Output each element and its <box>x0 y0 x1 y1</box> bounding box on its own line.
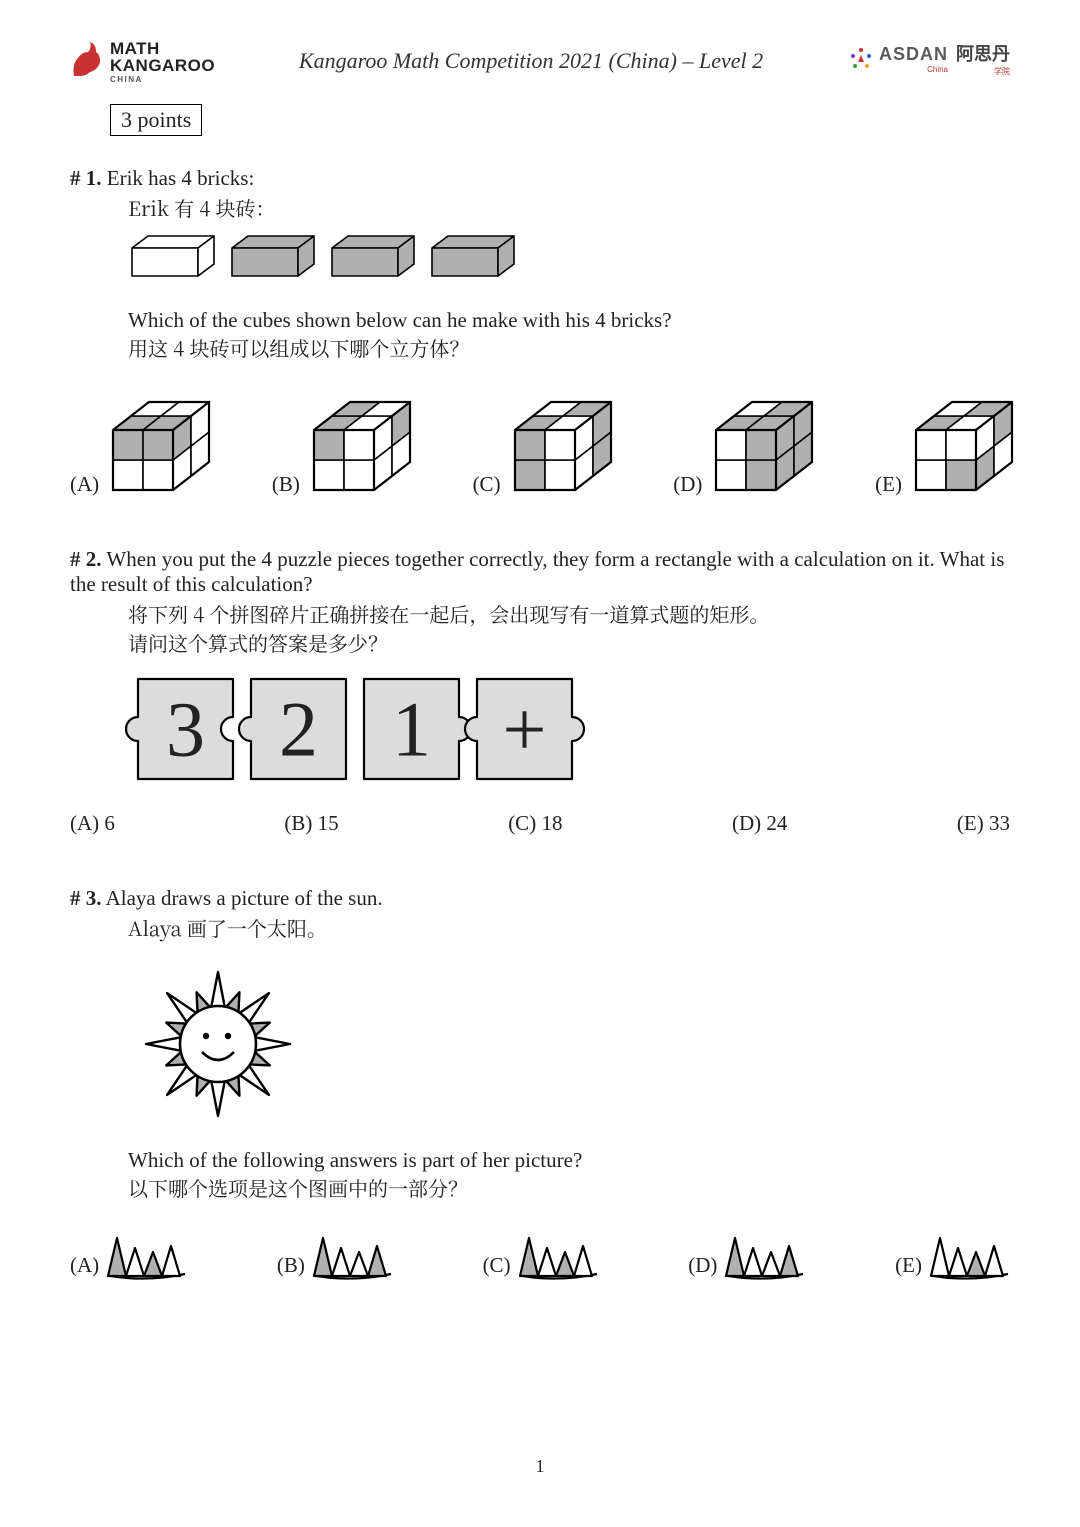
q2-answers: (A) 6 (B) 15 (C) 18 (D) 24 (E) 33 <box>70 811 1010 836</box>
page: MATH KANGAROO CHINA Kangaroo Math Compet… <box>0 0 1080 1527</box>
logo-line1: MATH <box>110 40 215 57</box>
q2-number: 2. <box>86 547 102 571</box>
asdan-text-cn: 阿思丹 <box>956 40 1010 66</box>
q2-ans-c: (C) 18 <box>508 811 562 836</box>
q1-question-en: Which of the cubes shown below can he ma… <box>128 308 1010 333</box>
q2-ans-b: (B) 15 <box>284 811 338 836</box>
section-label: 3 points <box>110 104 202 136</box>
q1-ans-b: (B) <box>272 402 408 497</box>
page-header: MATH KANGAROO CHINA Kangaroo Math Compet… <box>70 40 1010 84</box>
q3-question-en: Which of the following answers is part o… <box>128 1148 1010 1173</box>
svg-text:1: 1 <box>392 686 431 773</box>
asdan-text-en: ASDAN <box>879 44 948 65</box>
q3-ans-d: (D) <box>688 1228 805 1278</box>
asdan-icon <box>847 45 875 73</box>
q2-ans-e: (E) 33 <box>957 811 1010 836</box>
svg-text:2: 2 <box>279 686 318 773</box>
q1-ans-a: (A) <box>70 402 207 497</box>
q1-ans-e: (E) <box>875 402 1010 497</box>
q3-text-en: Alaya draws a picture of the sun. <box>106 886 383 910</box>
page-title: Kangaroo Math Competition 2021 (China) –… <box>215 40 847 74</box>
problem-1: # 1. Erik has 4 bricks: Erik 有 4 块砖： Whi… <box>70 166 1010 497</box>
q2-puzzle-figure: 321 + <box>128 669 1010 789</box>
kangaroo-icon <box>70 40 104 80</box>
hash-mark: # <box>70 886 86 910</box>
logo-sub: CHINA <box>110 76 215 84</box>
q1-bricks-figure <box>128 234 1010 294</box>
q3-ans-a: (A) <box>70 1228 187 1278</box>
q1-text-cn: Erik 有 4 块砖： <box>128 193 1010 222</box>
q2-text-en: When you put the 4 puzzle pieces togethe… <box>70 547 1004 596</box>
asdan-text-sub: China <box>927 65 948 74</box>
q2-ans-a: (A) 6 <box>70 811 115 836</box>
q1-ans-c: (C) <box>473 402 609 497</box>
asdan-logo: ASDAN China 阿思丹 学院 <box>847 40 1010 77</box>
q3-answers: (A) (B) (C) (D) (E) <box>70 1228 1010 1278</box>
math-kangaroo-text: MATH KANGAROO CHINA <box>110 40 215 84</box>
q1-number: 1. <box>86 166 102 190</box>
q3-text-cn: Alaya 画了一个太阳。 <box>128 913 1010 942</box>
hash-mark: # <box>70 547 86 571</box>
q3-number: 3. <box>86 886 102 910</box>
q2-ans-d: (D) 24 <box>732 811 787 836</box>
q2-text-cn2: 请问这个算式的答案是多少？ <box>128 628 1010 657</box>
logo-line2: KANGAROO <box>110 57 215 74</box>
math-kangaroo-logo: MATH KANGAROO CHINA <box>70 40 215 84</box>
asdan-text-cn-sub: 学院 <box>994 66 1010 77</box>
problem-2: # 2. When you put the 4 puzzle pieces to… <box>70 547 1010 836</box>
q3-ans-b: (B) <box>277 1228 393 1278</box>
q3-ans-e: (E) <box>895 1228 1010 1278</box>
q1-question-cn: 用这 4 块砖可以组成以下哪个立方体？ <box>128 333 1010 362</box>
q3-question-cn: 以下哪个选项是这个图画中的一部分？ <box>128 1173 1010 1202</box>
problem-3: # 3. Alaya draws a picture of the sun. A… <box>70 886 1010 1278</box>
page-number: 1 <box>0 1456 1080 1477</box>
hash-mark: # <box>70 166 86 190</box>
q2-text-cn1: 将下列 4 个拼图碎片正确拼接在一起后，会出现写有一道算式题的矩形。 <box>128 599 1010 628</box>
q1-text-en: Erik has 4 bricks: <box>107 166 255 190</box>
q1-answers: (A) (B) (C) (D) (E) <box>70 402 1010 497</box>
q3-sun-figure <box>128 954 1010 1134</box>
q1-ans-d: (D) <box>673 402 810 497</box>
q3-ans-c: (C) <box>483 1228 599 1278</box>
svg-text:+: + <box>503 686 547 773</box>
svg-text:3: 3 <box>166 686 205 773</box>
